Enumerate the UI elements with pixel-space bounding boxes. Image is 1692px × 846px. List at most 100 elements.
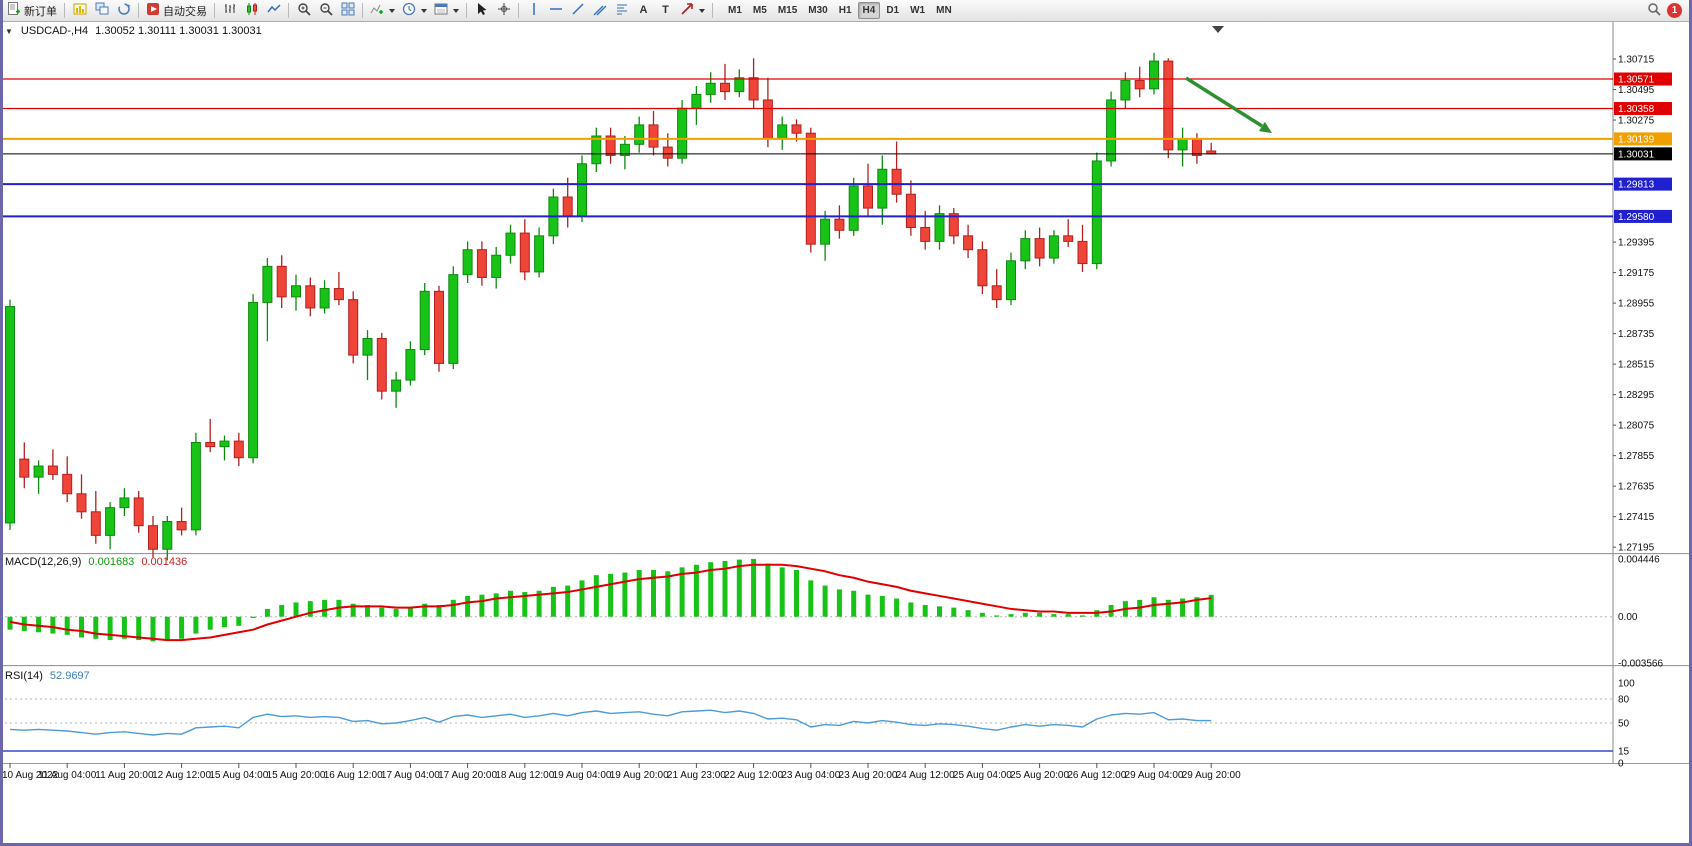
candle-body xyxy=(877,168,888,209)
macd-histogram-bar xyxy=(64,616,70,635)
toolbar-separator xyxy=(712,3,713,18)
chart-shift-marker-icon[interactable] xyxy=(1212,26,1224,33)
trend-arrow-head[interactable] xyxy=(1258,121,1272,133)
candle-body xyxy=(920,227,931,242)
fibonacci-button[interactable] xyxy=(611,1,632,20)
candle-body xyxy=(133,497,144,527)
price-axis-label: 1.30275 xyxy=(1618,116,1655,127)
macd-histogram-bar xyxy=(965,610,971,617)
macd-indicator-label: MACD(12,26,9) 0.001683 0.001436 xyxy=(5,556,187,568)
line-chart-button[interactable] xyxy=(263,1,284,20)
macd-histogram-bar xyxy=(736,559,742,617)
timeframe-button-m15[interactable]: M15 xyxy=(773,2,802,19)
candle-body xyxy=(1077,240,1088,265)
price-axis-label: 1.28295 xyxy=(1618,390,1655,401)
timeframe-button-mn[interactable]: MN xyxy=(931,2,957,19)
macd-histogram-bar xyxy=(550,586,556,617)
bar-chart-button[interactable] xyxy=(219,1,240,20)
macd-histogram-bar xyxy=(365,605,370,617)
price-axis-label: 1.27195 xyxy=(1618,543,1655,554)
profiles-button[interactable] xyxy=(91,1,112,20)
tile-windows-button[interactable] xyxy=(337,1,358,20)
rsi-axis-label: 0 xyxy=(1618,759,1624,770)
horizontal-line-button[interactable] xyxy=(545,1,566,20)
new-chart-button[interactable] xyxy=(69,1,90,20)
search-button[interactable] xyxy=(1643,1,1664,20)
candle-body xyxy=(348,299,359,356)
zoom-out-icon xyxy=(319,2,333,19)
timeframe-button-m30[interactable]: M30 xyxy=(803,2,832,19)
text-label-button[interactable]: T xyxy=(655,1,676,20)
chevron-down-icon xyxy=(421,8,427,13)
timeframe-button-w1[interactable]: W1 xyxy=(905,2,930,19)
timeframe-button-m5[interactable]: M5 xyxy=(748,2,772,19)
candle-body xyxy=(977,249,988,287)
timeframe-group: M1 M5 M15 M30 H1 H4 D1 W1 MN xyxy=(723,2,957,19)
candle-body xyxy=(591,135,602,165)
macd-histogram-bar xyxy=(279,605,285,617)
time-axis-label: 23 Aug 04:00 xyxy=(781,770,840,781)
timeframe-button-d1[interactable]: D1 xyxy=(881,2,904,19)
indicators-icon xyxy=(370,2,384,19)
candle-body xyxy=(205,441,216,448)
macd-histogram-bar xyxy=(579,580,585,617)
price-axis-label: 1.28515 xyxy=(1618,360,1655,371)
indicators-button[interactable] xyxy=(367,1,398,20)
time-axis-label: 11 Aug 20:00 xyxy=(95,770,154,781)
timeframe-button-m1[interactable]: M1 xyxy=(723,2,747,19)
new-order-button[interactable]: 新订单 xyxy=(4,1,60,20)
candle-body xyxy=(1134,80,1145,90)
timeframe-button-h4[interactable]: H4 xyxy=(857,2,881,19)
refresh-button[interactable] xyxy=(113,1,134,20)
periods-button[interactable] xyxy=(399,1,430,20)
candle-body xyxy=(963,235,974,251)
candlestick-chart-button[interactable] xyxy=(241,1,262,20)
new-order-icon xyxy=(7,2,21,19)
arrows-button[interactable] xyxy=(677,1,708,20)
macd-histogram-bar xyxy=(193,616,199,634)
macd-histogram-bar xyxy=(136,616,142,641)
time-axis-label: 12 Aug 12:00 xyxy=(152,770,211,781)
vertical-line-button[interactable] xyxy=(523,1,544,20)
macd-histogram-bar xyxy=(264,608,270,617)
notification-badge[interactable]: 1 xyxy=(1667,3,1682,18)
equidistant-channel-button[interactable] xyxy=(589,1,610,20)
price-axis-label: 1.27855 xyxy=(1618,451,1655,462)
candle-body xyxy=(691,93,702,109)
zoom-in-button[interactable] xyxy=(293,1,314,20)
macd-signal-line xyxy=(9,563,1212,642)
templates-button[interactable] xyxy=(431,1,462,20)
cursor-button[interactable] xyxy=(471,1,492,20)
candle-body xyxy=(619,143,630,156)
timeframe-button-h1[interactable]: H1 xyxy=(834,2,857,19)
macd-histogram-bar xyxy=(765,563,771,617)
price-axis-label: 1.27635 xyxy=(1618,482,1655,493)
candle-body xyxy=(148,525,158,550)
candle-body xyxy=(1149,60,1159,90)
candle-body xyxy=(233,440,244,459)
chevron-down-icon xyxy=(699,8,705,13)
text-button[interactable]: A xyxy=(633,1,654,20)
candlestick-chart-icon xyxy=(245,2,259,19)
chart-canvas[interactable]: 1.30571 1.30358 1.30139 1.30031 1.29813 1.295… xyxy=(0,22,1692,846)
candle-body xyxy=(19,458,30,478)
macd-histogram-bar xyxy=(236,616,242,626)
price-axis-label: 1.28735 xyxy=(1618,329,1655,340)
time-axis-label: 26 Aug 12:00 xyxy=(1067,770,1126,781)
candle-body xyxy=(891,168,902,195)
autotrading-button[interactable]: 自动交易 xyxy=(143,1,210,20)
candle-body xyxy=(491,254,502,278)
trendline-button[interactable] xyxy=(567,1,588,20)
autotrading-label: 自动交易 xyxy=(163,5,207,18)
trend-arrow-annotation[interactable] xyxy=(1185,76,1263,128)
rsi-axis-label: 100 xyxy=(1618,679,1635,690)
collapse-arrow-icon[interactable]: ▼ xyxy=(5,26,13,36)
candle-body xyxy=(376,337,387,392)
crosshair-button[interactable] xyxy=(493,1,514,20)
macd-histogram-bar xyxy=(622,572,628,617)
candle-body xyxy=(791,124,802,134)
crosshair-icon xyxy=(497,2,511,19)
macd-histogram-bar xyxy=(836,589,842,617)
zoom-out-button[interactable] xyxy=(315,1,336,20)
